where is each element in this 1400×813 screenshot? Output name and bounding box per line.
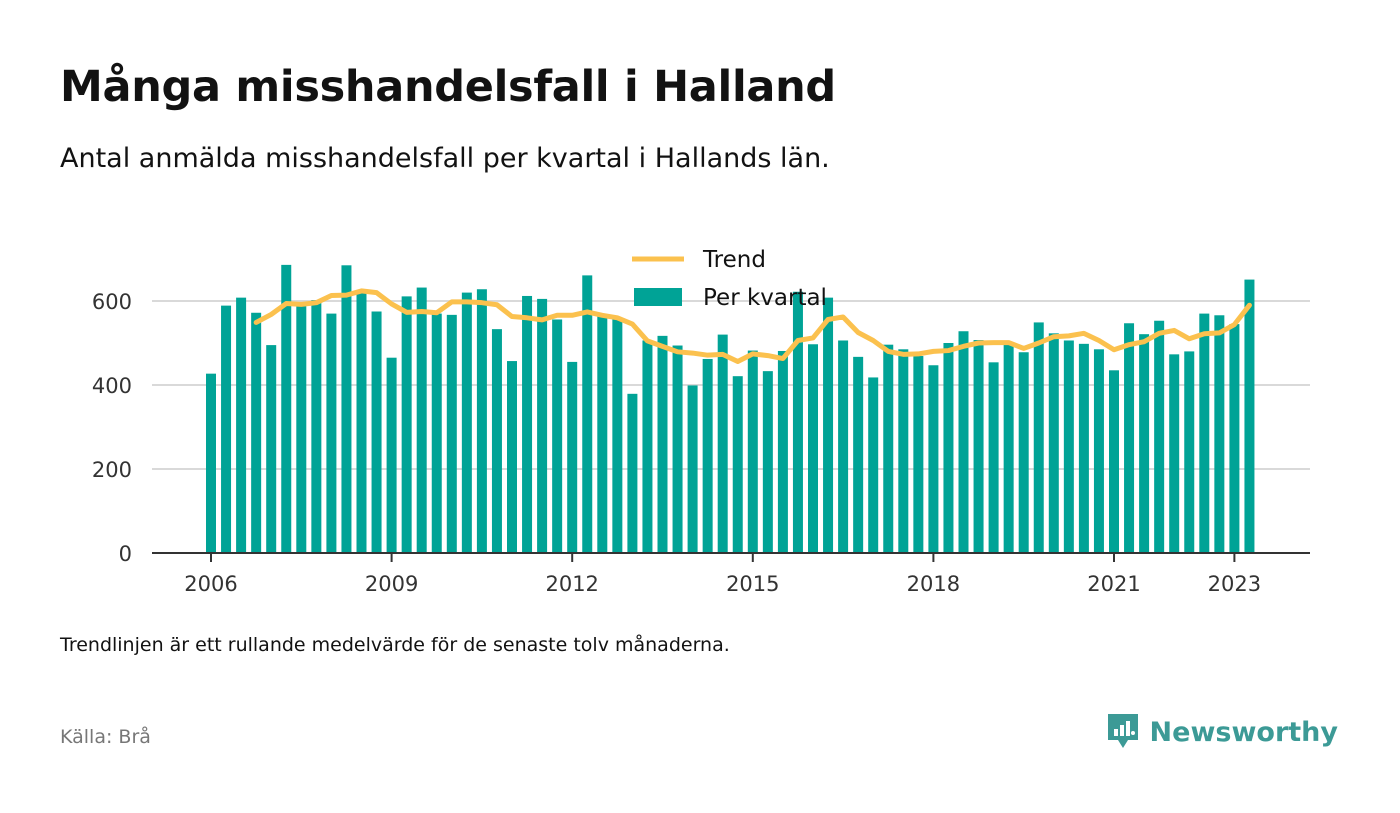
bar[interactable] — [582, 275, 593, 553]
bar[interactable] — [507, 361, 517, 553]
x-tick-label: 2012 — [545, 572, 598, 596]
bar[interactable] — [928, 365, 939, 553]
bar[interactable] — [1033, 322, 1044, 553]
bar[interactable] — [702, 358, 713, 553]
bar[interactable] — [883, 344, 894, 553]
bar[interactable] — [206, 373, 216, 553]
x-tick-label: 2009 — [365, 572, 418, 596]
source-label: Källa: Brå — [60, 726, 151, 748]
bar[interactable] — [1078, 343, 1089, 553]
legend: Trend Per kvartal — [632, 247, 827, 311]
bar[interactable] — [431, 313, 442, 553]
bar[interactable] — [913, 356, 924, 553]
bar[interactable] — [958, 331, 969, 553]
bar[interactable] — [1093, 349, 1104, 553]
trend-line-series — [253, 288, 1252, 364]
x-tick-label: 2021 — [1087, 572, 1140, 596]
brand-logo[interactable]: Newsworthy — [1106, 712, 1338, 752]
bar[interactable] — [296, 306, 307, 553]
bar[interactable] — [266, 345, 277, 553]
bar[interactable] — [762, 371, 773, 553]
bar[interactable] — [943, 343, 954, 553]
bar[interactable] — [838, 340, 849, 553]
bar[interactable] — [552, 319, 563, 553]
brand-name: Newsworthy — [1149, 716, 1338, 748]
y-tick-label: 600 — [92, 290, 132, 314]
bar[interactable] — [522, 295, 533, 553]
bar[interactable] — [1048, 333, 1059, 553]
bar[interactable] — [627, 393, 638, 553]
bar[interactable] — [1229, 324, 1240, 553]
bar[interactable] — [341, 265, 352, 553]
bar[interactable] — [1124, 323, 1135, 553]
bar[interactable] — [868, 377, 879, 553]
bar[interactable] — [1214, 315, 1225, 553]
chart-title: Många misshandelsfall i Halland — [60, 62, 836, 112]
bar[interactable] — [386, 357, 397, 553]
bar[interactable] — [898, 349, 909, 553]
gridlines — [152, 300, 1310, 470]
bar[interactable] — [657, 335, 668, 553]
bar[interactable] — [1154, 320, 1165, 553]
bar[interactable] — [461, 292, 472, 553]
bar[interactable] — [251, 312, 262, 553]
chart-subtitle: Antal anmälda misshandelsfall per kvarta… — [60, 143, 830, 174]
bar[interactable] — [1184, 351, 1195, 553]
bar[interactable] — [326, 313, 337, 553]
bar-series — [206, 264, 1255, 554]
bar[interactable] — [687, 385, 698, 553]
x-tick-label: 2018 — [907, 572, 960, 596]
bar[interactable] — [401, 296, 412, 553]
bar[interactable] — [236, 297, 247, 553]
trend-line — [253, 288, 1252, 364]
bar[interactable] — [747, 350, 758, 553]
x-tick-label: 2023 — [1208, 572, 1261, 596]
bar[interactable] — [597, 314, 608, 553]
bar[interactable] — [446, 314, 457, 553]
bar[interactable] — [1018, 352, 1029, 553]
bar[interactable] — [1169, 354, 1180, 553]
legend-bars-swatch — [634, 288, 682, 306]
bar[interactable] — [777, 350, 788, 553]
bar[interactable] — [823, 297, 834, 553]
y-tick-label: 400 — [92, 374, 132, 398]
legend-bars-label: Per kvartal — [703, 285, 827, 311]
bar[interactable] — [416, 287, 427, 553]
legend-trend-label: Trend — [702, 247, 766, 273]
bar[interactable] — [1109, 370, 1119, 553]
y-tick-label: 200 — [92, 458, 132, 482]
bar[interactable] — [642, 340, 653, 553]
bar[interactable] — [221, 305, 232, 553]
bar[interactable] — [1063, 340, 1074, 553]
bar[interactable] — [853, 356, 864, 553]
bar[interactable] — [371, 311, 382, 554]
bar[interactable] — [356, 293, 367, 553]
newsworthy-logo-icon — [1107, 714, 1138, 748]
bar[interactable] — [281, 264, 292, 553]
bar[interactable] — [1199, 313, 1210, 553]
bar[interactable] — [491, 329, 502, 553]
bar[interactable] — [1003, 344, 1014, 553]
bar[interactable] — [988, 362, 999, 553]
bar[interactable] — [1139, 334, 1150, 553]
bar[interactable] — [1244, 279, 1255, 553]
bar[interactable] — [808, 344, 818, 553]
bar[interactable] — [311, 300, 322, 553]
bar[interactable] — [567, 361, 578, 553]
bar[interactable] — [973, 340, 984, 553]
bar-chart: 0 200 400 600 2006 2009 2012 2015 2018 2021 2023 T… — [92, 247, 1310, 596]
bar[interactable] — [717, 334, 728, 553]
chart-note: Trendlinjen är ett rullande medelvärde f… — [60, 634, 730, 656]
y-tick-label: 0 — [119, 542, 132, 566]
x-tick-label: 2015 — [726, 572, 779, 596]
bar[interactable] — [537, 298, 548, 553]
bar[interactable] — [732, 376, 743, 553]
x-tick-label: 2006 — [184, 572, 237, 596]
bar[interactable] — [612, 319, 623, 553]
bar[interactable] — [792, 291, 803, 553]
bar[interactable] — [672, 345, 683, 553]
axes: 0 200 400 600 2006 2009 2012 2015 2018 2021 2023 — [92, 290, 1310, 596]
bar[interactable] — [476, 289, 487, 553]
